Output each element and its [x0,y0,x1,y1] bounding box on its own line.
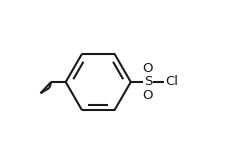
Text: O: O [143,62,153,75]
Text: S: S [144,75,152,89]
Text: Cl: Cl [165,75,178,89]
Text: O: O [143,89,153,102]
